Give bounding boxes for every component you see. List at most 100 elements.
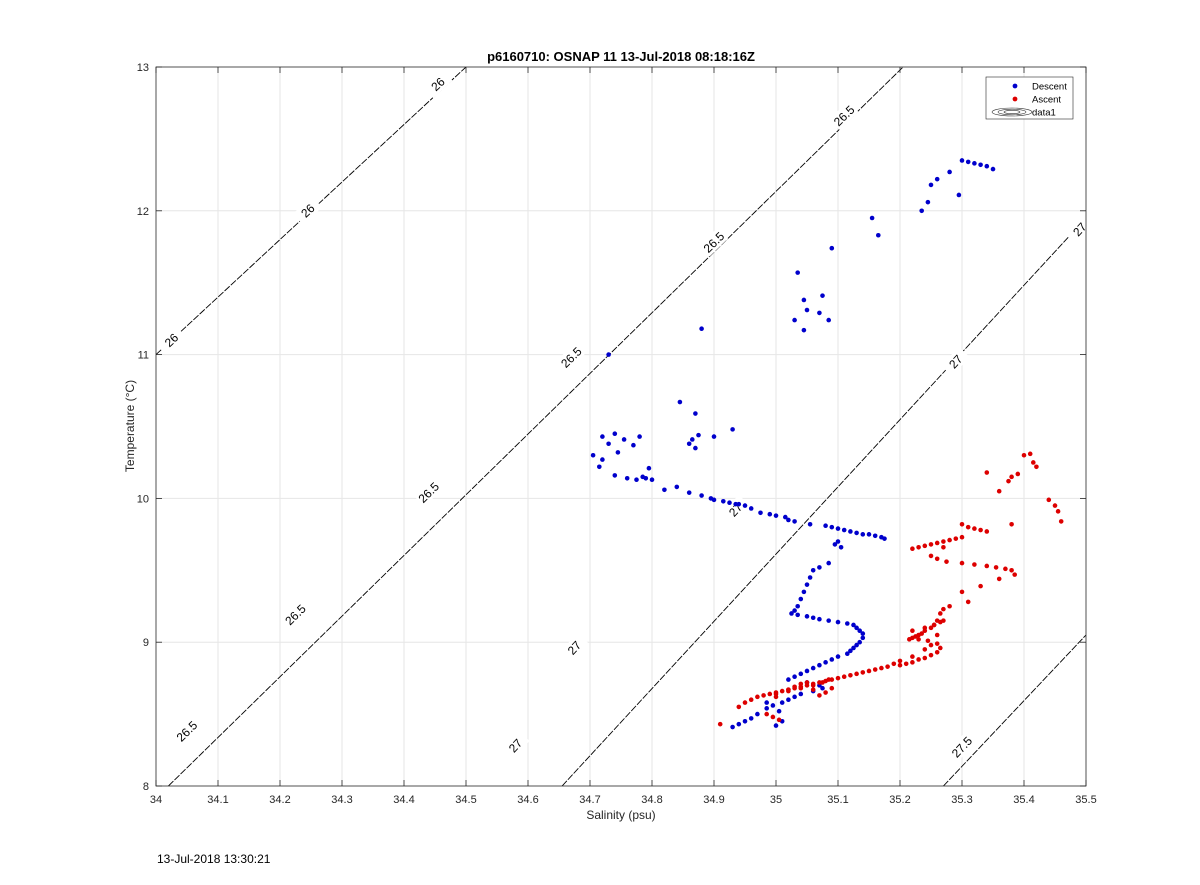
- ascent-point: [764, 711, 769, 717]
- descent-point: [798, 596, 804, 602]
- descent-point: [662, 487, 667, 493]
- descent-point: [631, 442, 636, 448]
- x-tick-label: 34.4: [393, 794, 414, 806]
- descent-point: [820, 293, 825, 298]
- legend-descent-label: Descent: [1032, 82, 1067, 93]
- ascent-point: [938, 645, 943, 651]
- isopycnal-label-bg: [556, 342, 586, 372]
- isopycnal-label-bg: [292, 196, 323, 225]
- isopycnal-label-bg: [829, 101, 859, 130]
- ascent-point: [907, 637, 912, 642]
- descent-point: [612, 431, 618, 436]
- isopycnal-label-bg: [941, 346, 970, 377]
- ascent-point: [922, 543, 928, 549]
- ascent-point: [820, 680, 825, 685]
- descent-point: [848, 529, 853, 534]
- ascent-point: [910, 546, 915, 552]
- legend-descent-marker: [1012, 83, 1018, 89]
- descent-point: [600, 457, 605, 462]
- ascent-point: [941, 544, 946, 550]
- descent-point: [764, 706, 769, 711]
- y-tick-label: 8: [143, 781, 149, 793]
- ascent-point: [1009, 474, 1014, 480]
- ascent-point: [959, 534, 965, 540]
- ascent-point: [916, 637, 921, 642]
- descent-point: [798, 691, 804, 697]
- descent-point: [801, 327, 807, 333]
- descent-point: [857, 628, 862, 633]
- descent-point: [835, 654, 841, 659]
- ascent-point: [978, 527, 983, 533]
- descent-point: [820, 685, 825, 691]
- ascent-point: [1015, 471, 1021, 477]
- descent-point: [826, 618, 831, 623]
- ascent-point: [972, 562, 977, 567]
- ascent-point: [941, 606, 946, 612]
- isopycnal-line-27-5: [943, 634, 1086, 786]
- y-tick-label: 12: [137, 206, 149, 218]
- descent-point: [742, 503, 748, 508]
- descent-point: [795, 612, 800, 618]
- descent-point: [854, 642, 859, 648]
- descent-point: [736, 501, 742, 507]
- descent-series: [590, 158, 996, 730]
- x-axis-label: Salinity (psu): [586, 808, 655, 822]
- descent-point: [649, 477, 655, 483]
- descent-point: [965, 159, 971, 165]
- descent-point: [826, 317, 831, 323]
- ascent-point: [1055, 509, 1061, 514]
- descent-point: [779, 700, 785, 705]
- descent-point: [835, 526, 841, 531]
- descent-point: [807, 521, 813, 527]
- descent-point: [742, 718, 748, 724]
- isopycnal-label-bg: [699, 227, 729, 257]
- ascent-point: [776, 717, 782, 723]
- ascent-point: [848, 672, 853, 678]
- descent-point: [637, 434, 642, 439]
- ascent-point: [829, 685, 835, 691]
- descent-point: [792, 519, 797, 524]
- descent-point: [947, 169, 952, 175]
- descent-point: [823, 523, 828, 529]
- x-tick-label: 34.1: [207, 794, 228, 806]
- isopycnal-label-bg: [559, 632, 589, 663]
- x-tick-label: 34.7: [579, 794, 600, 806]
- ascent-point: [934, 540, 940, 546]
- descent-point: [686, 441, 692, 447]
- descent-point: [959, 158, 965, 163]
- descent-point: [693, 411, 698, 416]
- descent-point: [597, 464, 602, 470]
- ascent-point: [798, 681, 804, 687]
- ascent-point: [934, 556, 940, 562]
- ascent-point: [996, 576, 1002, 582]
- x-tick-label: 34.8: [641, 794, 662, 806]
- descent-point: [866, 532, 872, 537]
- descent-point: [972, 161, 977, 166]
- legend-contour-icon: [991, 107, 1033, 117]
- descent-point: [876, 232, 881, 238]
- ascent-point: [854, 671, 859, 677]
- ascent-point: [755, 694, 760, 700]
- x-tick-label: 34.5: [455, 794, 476, 806]
- ascent-point: [817, 693, 822, 698]
- ascent-point: [941, 539, 946, 544]
- ascent-series: [717, 451, 1064, 727]
- descent-point: [767, 511, 773, 517]
- descent-point: [776, 708, 782, 714]
- legend-ascent-marker: [1012, 96, 1018, 102]
- plot-area: [156, 67, 1086, 786]
- descent-point: [755, 711, 760, 717]
- descent-point: [801, 297, 807, 303]
- ascent-point: [835, 675, 841, 681]
- legend-data1-label: data1: [1032, 108, 1056, 119]
- isopycnal-label-bg: [280, 600, 310, 629]
- isopycnal-label-bg: [947, 732, 977, 762]
- descent-point: [860, 631, 866, 636]
- ascent-point: [773, 694, 779, 700]
- descent-point: [789, 611, 794, 616]
- ascent-point: [959, 521, 965, 527]
- ascent-point: [944, 559, 949, 564]
- ascent-point: [947, 603, 952, 609]
- descent-point: [869, 215, 875, 221]
